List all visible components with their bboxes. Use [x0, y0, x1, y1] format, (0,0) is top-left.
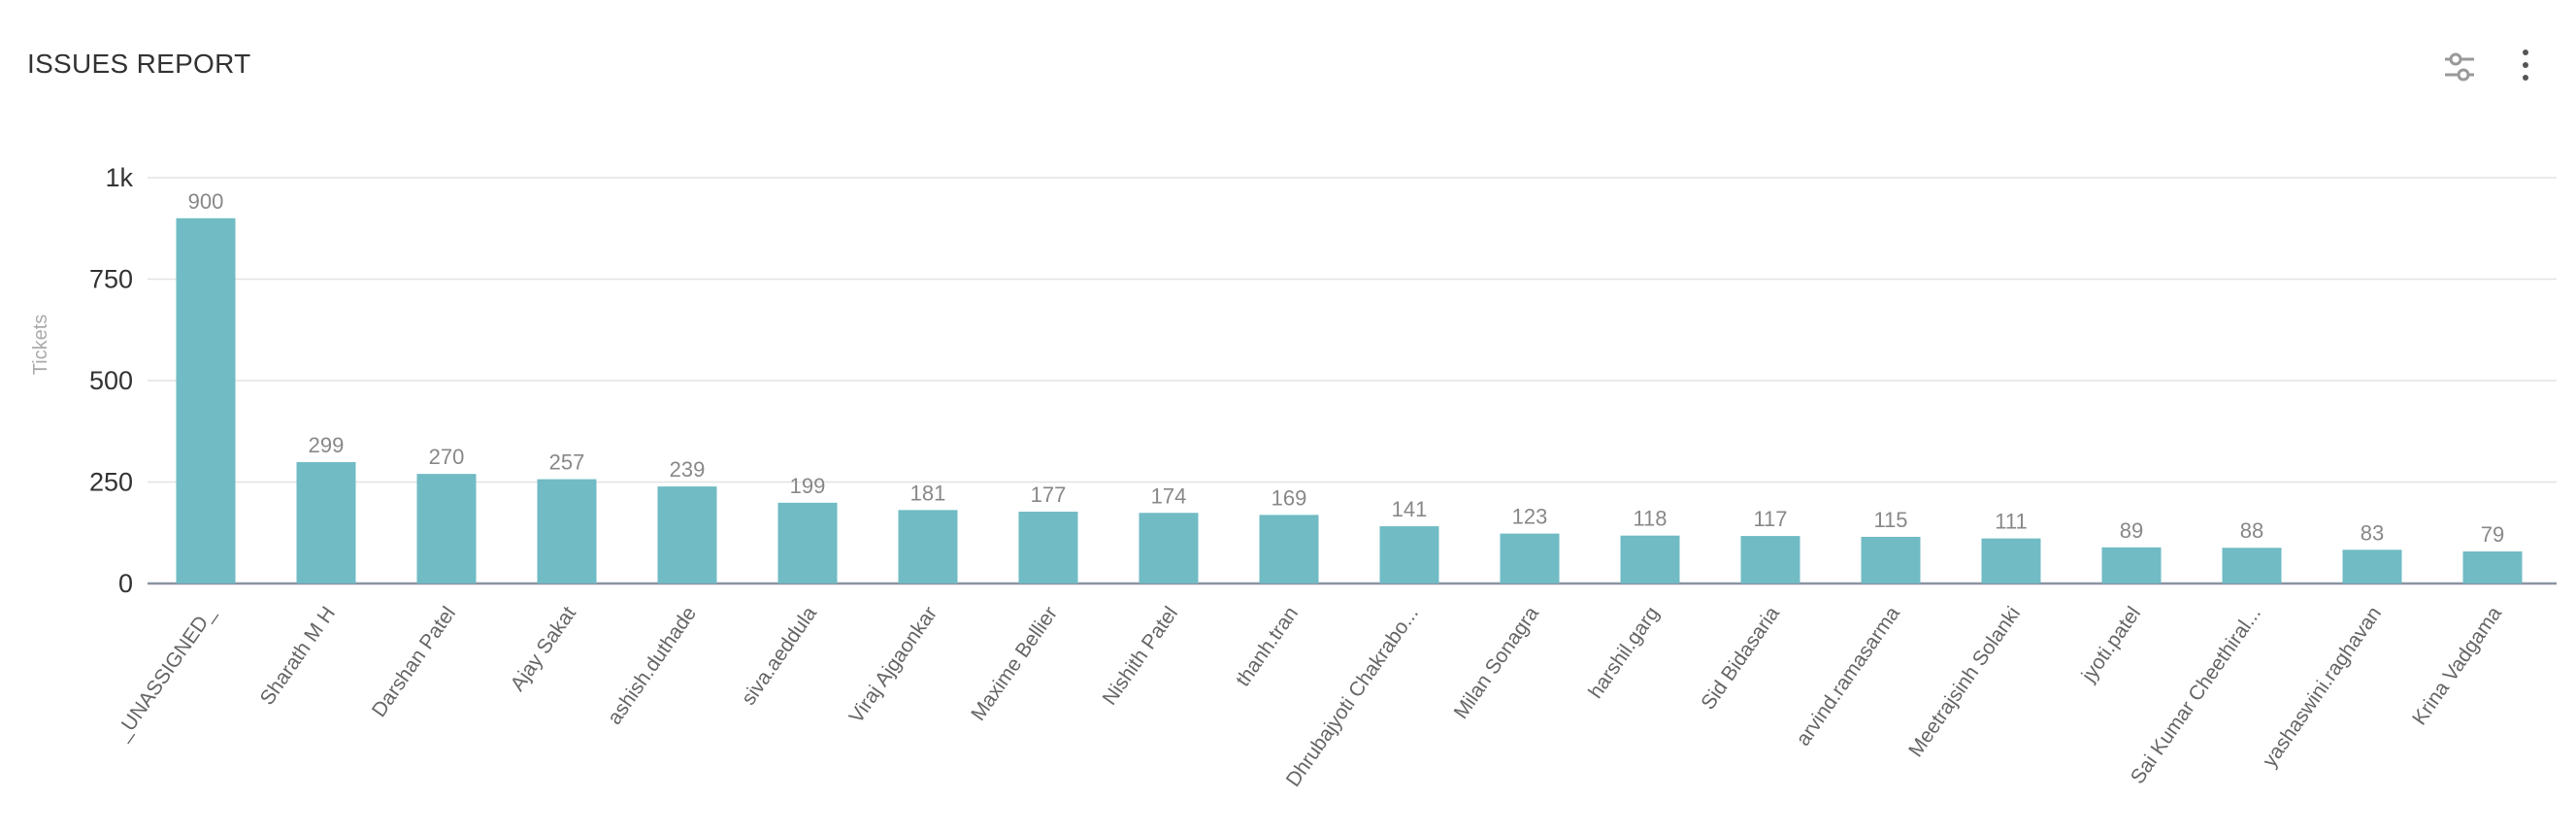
bar[interactable] [657, 486, 717, 583]
x-tick-label: Dhrubajyoti Chakrabo... [1282, 603, 1423, 791]
bar[interactable] [898, 510, 958, 583]
x-tick-label: arvind.ramasarma [1792, 602, 1904, 750]
bar-value-label: 111 [1995, 510, 2027, 534]
bar-value-label: 117 [1753, 507, 1787, 531]
bar[interactable] [2462, 550, 2523, 583]
x-tick-label: Milan Sonagra [1450, 602, 1544, 722]
bar-value-label: 239 [670, 457, 706, 482]
bar[interactable] [1259, 515, 1319, 583]
bar[interactable] [777, 502, 838, 583]
y-tick-label: 750 [89, 265, 133, 294]
bar-value-label: 181 [910, 481, 946, 505]
bar[interactable] [2101, 547, 2162, 583]
bar[interactable] [1620, 535, 1680, 583]
bar[interactable] [2222, 548, 2282, 583]
x-tick-label: ashish.duthade [604, 603, 702, 729]
x-tick-label: _UNASSIGNED_ [111, 602, 220, 745]
x-tick-label: harshil.garg [1584, 603, 1664, 703]
x-tick-label: Sai Kumar Cheethiral... [2127, 603, 2265, 788]
x-tick-label: Nishith Patel [1099, 603, 1182, 710]
x-tick-label: Viraj Ajgaonkar [844, 603, 941, 728]
report-title: ISSUES REPORT [27, 49, 251, 79]
bar[interactable] [2342, 550, 2402, 583]
x-tick-label: Sharath M H [256, 603, 340, 710]
bar-value-label: 169 [1271, 485, 1307, 510]
y-tick-label: 250 [89, 468, 133, 497]
bar[interactable] [537, 479, 597, 583]
bar[interactable] [1018, 512, 1078, 583]
bar[interactable] [1139, 513, 1199, 583]
bar[interactable] [416, 474, 477, 583]
bar-value-label: 118 [1633, 507, 1667, 531]
x-tick-label: jyoti.patel [2077, 603, 2145, 687]
x-tick-label: siva.aeddula [738, 602, 822, 709]
sliders-icon[interactable] [2442, 49, 2477, 83]
bar-value-label: 199 [790, 474, 826, 498]
bar[interactable] [1379, 526, 1439, 583]
bar-value-label: 79 [2481, 522, 2504, 547]
bar-value-label: 141 [1392, 497, 1428, 521]
bar-value-label: 299 [309, 433, 345, 457]
bar[interactable] [1981, 538, 2041, 583]
y-tick-label: 500 [89, 366, 133, 395]
x-tick-label: Meetrajsinh Solanki [1904, 603, 2025, 761]
more-vertical-icon[interactable] [2514, 47, 2537, 85]
bar-value-label: 115 [1873, 508, 1907, 532]
bar-value-label: 257 [549, 450, 585, 475]
bar[interactable] [296, 462, 356, 583]
bar-value-label: 270 [429, 445, 465, 469]
y-tick-label: 0 [118, 569, 133, 598]
bar[interactable] [1861, 536, 1921, 583]
bar[interactable] [1740, 536, 1800, 583]
bar[interactable] [176, 217, 236, 584]
x-tick-label: Ajay Sakat [507, 603, 581, 696]
x-tick-label: yashaswini.raghavan [2259, 603, 2386, 772]
bar-value-label: 177 [1031, 483, 1067, 507]
bar-value-label: 83 [2361, 520, 2384, 545]
bar-value-label: 174 [1151, 483, 1187, 508]
bar-value-label: 89 [2120, 518, 2143, 543]
y-axis-label: Tickets [30, 315, 51, 376]
bar-value-label: 123 [1512, 505, 1548, 529]
y-tick-label: 1k [105, 163, 133, 192]
x-tick-label: Darshan Patel [368, 603, 460, 721]
x-tick-label: Krina Vadgama [2408, 602, 2506, 729]
bar-value-label: 88 [2240, 518, 2263, 543]
x-tick-label: Maxime Bellier [967, 603, 1062, 725]
bar[interactable] [1500, 533, 1560, 583]
x-tick-label: thanh.tran [1232, 603, 1303, 691]
x-tick-label: Sid Bidasaria [1697, 602, 1784, 714]
bar-value-label: 900 [188, 189, 224, 214]
